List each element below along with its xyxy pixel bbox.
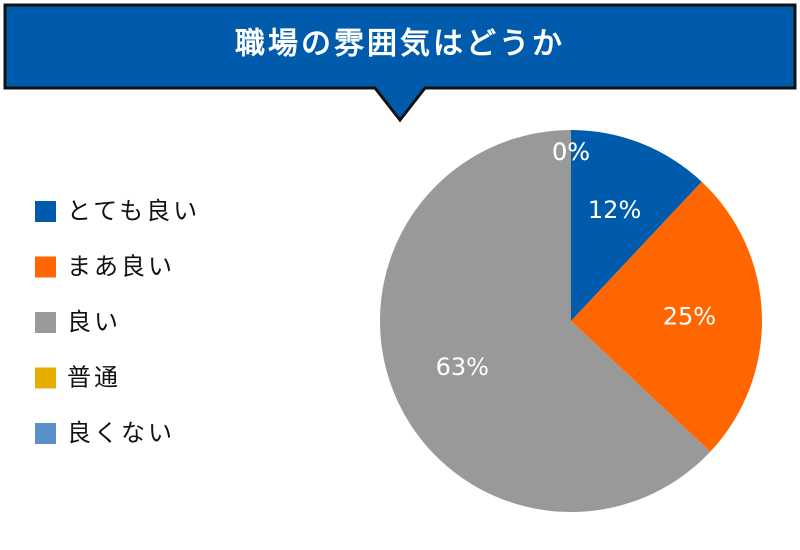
value-label: 0% xyxy=(552,138,590,166)
legend-swatch xyxy=(35,423,56,444)
legend-label: とても良い xyxy=(67,197,200,225)
legend-swatch xyxy=(35,312,56,333)
legend-swatch xyxy=(35,201,56,222)
legend-label: 良い xyxy=(67,308,121,336)
title-banner xyxy=(3,3,797,123)
pie-slice xyxy=(380,130,711,512)
legend-swatch xyxy=(35,367,56,389)
value-label: 12% xyxy=(588,196,641,224)
legend-label: まあ良い xyxy=(67,253,175,281)
value-label: 63% xyxy=(436,353,489,381)
legend-label: 普通 xyxy=(67,364,121,392)
pie-slice xyxy=(571,130,702,321)
value-label: 25% xyxy=(663,302,716,330)
chart-title: 職場の雰囲気はどうか xyxy=(235,27,565,62)
legend-label: 良くない xyxy=(67,419,175,447)
value-label: 0% xyxy=(552,138,590,166)
legend-swatch xyxy=(35,256,56,278)
pie-slice xyxy=(571,181,762,452)
